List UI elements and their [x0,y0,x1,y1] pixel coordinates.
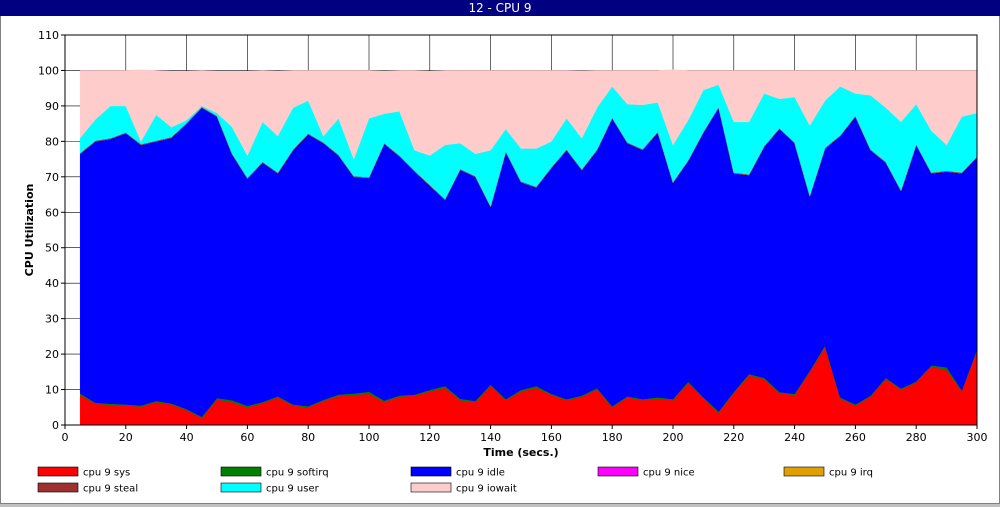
legend: cpu 9 sys cpu 9 softirq cpu 9 idle cpu 9 ni… [37,466,873,495]
y-tick-label: 50 [45,242,59,255]
legend-label-cpu-9-iowait: cpu 9 iowait [456,484,517,495]
y-tick-label: 20 [45,348,59,361]
x-tick-label: 220 [723,431,744,444]
y-axis: 0 10 20 30 40 50 60 70 80 90 100 110 [38,29,65,432]
legend-label-cpu-9-softirq: cpu 9 softirq [266,468,329,479]
legend-label-cpu-9-user: cpu 9 user [266,484,320,495]
x-tick-label: 200 [663,431,684,444]
y-tick-label: 60 [45,206,59,219]
y-tick-label: 30 [45,313,59,326]
legend-label-cpu-9-sys: cpu 9 sys [83,468,130,479]
stacked-areas [79,69,978,426]
x-tick-label: 20 [119,431,133,444]
x-tick-label: 60 [240,431,254,444]
x-tick-label: 100 [359,431,380,444]
y-axis-label: CPU Utilization [23,184,36,277]
legend-label-cpu-9-steal: cpu 9 steal [83,484,138,495]
y-tick-label: 90 [45,100,59,113]
x-tick-label: 260 [845,431,866,444]
x-tick-label: 240 [784,431,805,444]
y-tick-label: 100 [38,64,59,77]
y-tick-label: 0 [52,419,59,432]
legend-swatch-cpu-9-steal [37,482,79,493]
x-tick-label: 80 [301,431,315,444]
y-tick-label: 70 [45,171,59,184]
chart-panel: 0 10 20 30 40 50 60 70 80 90 100 110 0 20 40 60 80 100 12… [0,16,1000,504]
legend-label-cpu-9-idle: cpu 9 idle [456,468,505,479]
legend-swatch-cpu-9-sys [37,466,79,477]
x-tick-label: 280 [906,431,927,444]
x-tick-label: 40 [180,431,194,444]
x-tick-label: 140 [480,431,501,444]
y-tick-label: 80 [45,135,59,148]
legend-swatch-cpu-9-iowait [410,482,452,493]
x-tick-label: 300 [967,431,988,444]
plot-border [64,34,978,426]
y-tick-label: 110 [38,29,59,42]
legend-swatch-cpu-9-idle [410,466,452,477]
window-title: 12 - CPU 9 [0,0,1000,16]
legend-swatch-cpu-9-nice [597,466,639,477]
y-tick-label: 40 [45,277,59,290]
x-axis-label: Time (secs.) [483,446,558,459]
cpu-utilization-chart: 0 10 20 30 40 50 60 70 80 90 100 110 0 20 40 60 80 100 12… [23,29,988,495]
x-tick-label: 180 [602,431,623,444]
legend-label-cpu-9-irq: cpu 9 irq [829,468,873,479]
y-tick-label: 10 [45,384,59,397]
legend-swatch-cpu-9-softirq [220,466,262,477]
x-tick-label: 0 [62,431,69,444]
x-tick-label: 160 [541,431,562,444]
legend-swatch-cpu-9-irq [783,466,825,477]
legend-label-cpu-9-nice: cpu 9 nice [643,468,695,479]
legend-swatch-cpu-9-user [220,482,262,493]
x-tick-label: 120 [419,431,440,444]
x-axis: 0 20 40 60 80 100 120 140 160 180 200 220 240 260 280 3… [62,425,988,444]
